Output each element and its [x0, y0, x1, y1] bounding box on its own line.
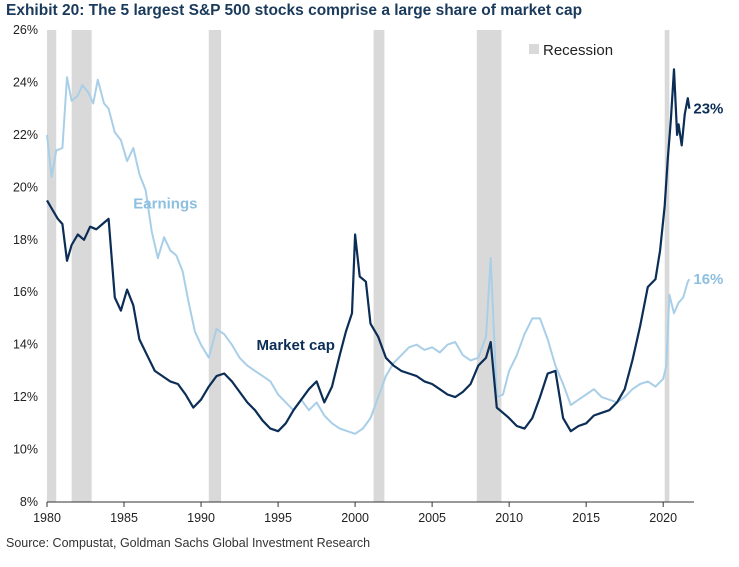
y-tick-label: 16% [13, 285, 38, 299]
y-tick-label: 22% [13, 128, 38, 142]
recession-band-1 [71, 30, 92, 502]
recession-bands [47, 30, 670, 502]
x-tick-label: 1995 [264, 511, 292, 525]
y-tick-label: 24% [13, 75, 38, 89]
series-line-earnings [46, 76, 691, 435]
y-tick-label: 10% [13, 443, 38, 457]
recession-band-4 [476, 30, 502, 502]
end-label-earnings: 16% [693, 271, 723, 288]
x-axis-ticks: 1980 1985 1990 1995 2000 2005 2010 2015 2020 [33, 502, 677, 525]
legend: Recession [529, 42, 613, 59]
series-line-market-cap [46, 68, 691, 433]
series-labels: 23% 16% Earnings Market cap [133, 101, 723, 354]
y-tick-label: 8% [20, 495, 38, 509]
recession-band-5 [664, 30, 670, 502]
y-tick-label: 20% [13, 180, 38, 194]
y-tick-label: 26% [13, 23, 38, 37]
recession-band-3 [373, 30, 385, 502]
x-tick-label: 1985 [110, 511, 138, 525]
annotation-market-cap: Market cap [257, 337, 335, 354]
legend-recession-label: Recession [543, 42, 613, 59]
y-axis-ticks: 8% 10% 12% 14% 16% 18% 20% 22% 24% 26% [13, 23, 38, 509]
chart-title: Exhibit 20: The 5 largest S&P 500 stocks… [6, 2, 583, 19]
x-tick-label: 1990 [187, 511, 215, 525]
source-note: Source: Compustat, Goldman Sachs Global … [6, 536, 371, 550]
y-tick-label: 14% [13, 338, 38, 352]
legend-recession-swatch [529, 44, 539, 54]
end-label-market-cap: 23% [693, 101, 723, 118]
recession-band-0 [47, 30, 57, 502]
y-tick-label: 12% [13, 390, 38, 404]
x-tick-label: 2015 [572, 511, 600, 525]
series-lines [46, 68, 691, 435]
annotation-earnings: Earnings [133, 195, 197, 212]
y-tick-label: 18% [13, 233, 38, 247]
x-tick-label: 2000 [341, 511, 369, 525]
recession-band-2 [208, 30, 222, 502]
x-tick-label: 2005 [418, 511, 446, 525]
x-tick-label: 2010 [495, 511, 523, 525]
x-tick-label: 2020 [649, 511, 677, 525]
x-tick-label: 1980 [33, 511, 61, 525]
